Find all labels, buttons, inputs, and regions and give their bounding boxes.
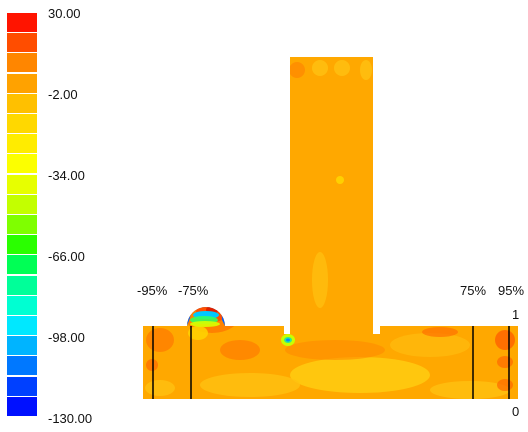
legend-tick-min: -130.00 [48, 411, 93, 426]
legend-swatch [7, 295, 37, 315]
legend-swatch [7, 33, 37, 53]
legend-swatch [7, 235, 37, 255]
legend-swatch [7, 316, 37, 335]
station-label-left-75: -75% [178, 283, 209, 298]
legend-swatch [7, 275, 37, 295]
legend-swatch [7, 53, 37, 73]
legend-swatch [7, 134, 37, 154]
legend-swatch [7, 376, 37, 396]
legend-swatch [7, 336, 37, 356]
station-label-right-75: 75% [460, 283, 487, 298]
legend-swatch [7, 13, 37, 32]
legend-tick-max: 30.00 [48, 6, 81, 21]
legend-swatch [7, 154, 37, 174]
legend-swatch [7, 174, 37, 194]
legend-tick: -66.00 [48, 249, 85, 264]
legend-tick: -2.00 [48, 87, 78, 102]
legend-swatch [7, 356, 37, 376]
height-label-bottom: 0 [512, 404, 520, 419]
height-label-top: 1 [512, 307, 520, 322]
station-label-left-95: -95% [137, 283, 168, 298]
legend-swatch [7, 396, 37, 416]
legend-tick: -98.00 [48, 330, 85, 345]
legend-swatch [7, 114, 37, 133]
station-label-right-95: 95% [498, 283, 525, 298]
legend-swatch [7, 255, 37, 275]
legend-swatch [7, 194, 37, 214]
legend-swatch [7, 93, 37, 113]
legend-tick: -34.00 [48, 168, 85, 183]
legend-swatch [7, 73, 37, 93]
flow-domain [143, 57, 518, 399]
legend-swatch [7, 215, 37, 234]
